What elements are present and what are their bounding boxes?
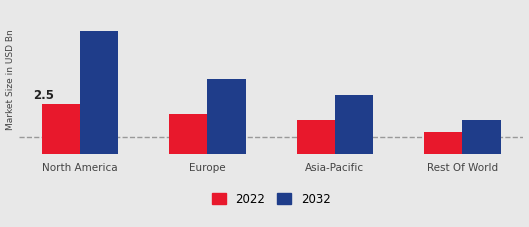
Bar (42, 104, 80, 154)
Y-axis label: Market Size in USD Bn: Market Size in USD Bn (6, 29, 15, 130)
Bar (335, 95, 373, 154)
Bar (424, 132, 462, 154)
Bar (169, 114, 207, 154)
Bar (207, 79, 245, 154)
Text: 2.5: 2.5 (33, 89, 54, 103)
Bar (80, 31, 118, 154)
Bar (462, 120, 500, 154)
Legend: 2022, 2032: 2022, 2032 (207, 188, 335, 210)
Bar (297, 120, 335, 154)
